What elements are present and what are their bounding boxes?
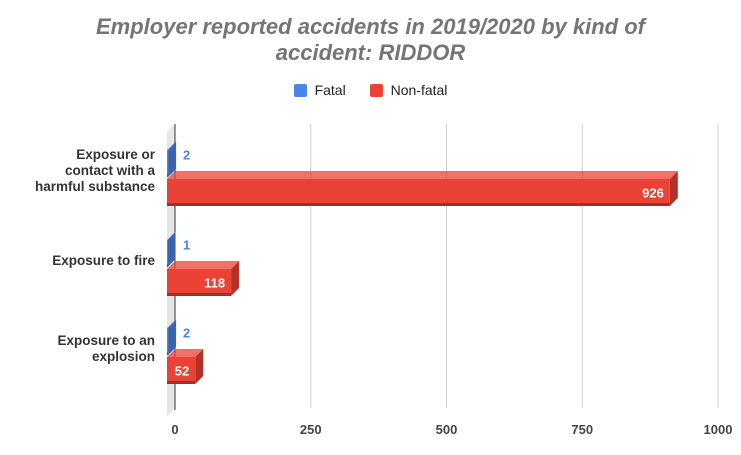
data-label-non-fatal-0: 926 xyxy=(642,186,664,201)
bar-front-face xyxy=(167,328,169,355)
bar-non-fatal-2 xyxy=(167,349,204,384)
legend: Fatal Non-fatal xyxy=(0,82,741,102)
bar-side-face xyxy=(167,232,176,267)
bar-side-face xyxy=(669,171,678,206)
x-tick-label-1: 250 xyxy=(300,422,322,437)
bar-bottom-edge xyxy=(167,381,196,384)
bar-front-face xyxy=(167,150,169,177)
category-label-0-2: harmful substance xyxy=(35,179,156,194)
legend-label-fatal: Fatal xyxy=(314,82,346,98)
category-label-2-0: Exposure to an xyxy=(57,333,155,348)
bar-front-face xyxy=(167,240,168,267)
data-label-non-fatal-1: 118 xyxy=(204,276,225,291)
bar-non-fatal-1 xyxy=(167,261,240,296)
bar-top-face xyxy=(167,142,177,150)
bar-side-face xyxy=(168,320,177,355)
x-tick-label-4: 1000 xyxy=(704,422,733,437)
bar-fatal-0 xyxy=(167,142,177,177)
category-label-0-1: contact with a xyxy=(65,163,156,178)
bar-fatal-2 xyxy=(167,320,177,355)
data-label-fatal-2: 2 xyxy=(183,326,190,341)
chart-title-line-1: Employer reported accidents in 2019/2020… xyxy=(96,14,645,39)
bar-bottom-edge xyxy=(167,352,169,355)
chart-title-line-2: accident: RIDDOR xyxy=(275,40,466,65)
data-label-fatal-1: 1 xyxy=(183,238,190,253)
bar-side-face xyxy=(231,261,240,296)
category-label-2-1: explosion xyxy=(92,349,155,364)
bar-top-face xyxy=(167,320,177,328)
bar-side-face xyxy=(168,142,177,177)
category-label-1-0: Exposure to fire xyxy=(52,253,155,268)
legend-swatch-non-fatal xyxy=(369,83,383,97)
data-label-fatal-0: 2 xyxy=(183,148,190,163)
bar-bottom-edge xyxy=(167,174,169,177)
legend-item-fatal[interactable]: Fatal xyxy=(293,82,346,98)
bar-bottom-edge xyxy=(167,293,232,296)
bar-fatal-1 xyxy=(167,232,176,267)
bar-front-face xyxy=(167,269,232,296)
bar-top-face xyxy=(167,232,176,240)
legend-swatch-fatal xyxy=(293,83,307,97)
legend-item-non-fatal[interactable]: Non-fatal xyxy=(369,82,448,98)
chart-title: Employer reported accidents in 2019/2020… xyxy=(0,14,741,66)
bar-top-face xyxy=(167,261,240,269)
x-tick-label-0: 0 xyxy=(171,422,178,437)
x-tick-label-2: 500 xyxy=(436,422,458,437)
bar-top-face xyxy=(167,349,204,357)
bar-front-face xyxy=(167,357,196,384)
category-label-0-0: Exposure or xyxy=(76,147,156,162)
bar-front-face xyxy=(167,179,670,206)
bar-top-face xyxy=(167,171,678,179)
bar-bottom-edge xyxy=(167,203,670,206)
bar-side-face xyxy=(195,349,204,384)
bar-non-fatal-0 xyxy=(167,171,678,206)
bar-bottom-edge xyxy=(167,264,168,267)
data-label-non-fatal-2: 52 xyxy=(175,364,189,379)
legend-label-non-fatal: Non-fatal xyxy=(390,82,448,98)
x-tick-label-3: 750 xyxy=(571,422,593,437)
